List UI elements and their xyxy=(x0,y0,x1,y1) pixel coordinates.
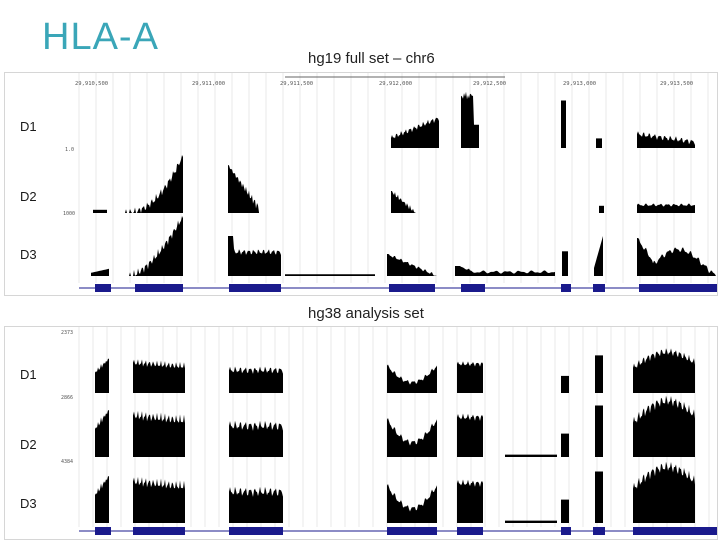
signal-peak xyxy=(455,266,555,276)
signal-peak xyxy=(637,238,717,276)
exon-block xyxy=(389,284,435,292)
signal-peak xyxy=(95,476,109,523)
exon-block xyxy=(461,284,485,292)
ruler-label: 29,911,000 xyxy=(192,81,225,87)
signal-peak xyxy=(633,461,695,523)
ruler-label: 29,912,500 xyxy=(473,81,506,87)
signal-peak xyxy=(505,454,557,457)
signal-peak xyxy=(633,395,695,457)
exon-block xyxy=(133,527,185,535)
hg19-caption: hg19 full set – chr6 xyxy=(308,50,435,67)
signal-peak xyxy=(387,254,437,276)
signal-peak xyxy=(637,131,695,148)
exon-block xyxy=(593,284,605,292)
signal-peak xyxy=(95,410,109,457)
exon-block xyxy=(457,527,483,535)
ruler-label: 29,912,000 xyxy=(379,81,412,87)
exon-block xyxy=(95,527,111,535)
track-scale: 4384 xyxy=(61,459,73,465)
hg19-track-label-d2: D2 xyxy=(20,189,37,204)
signal-peak xyxy=(133,410,185,457)
ruler-label: 29,910,500 xyxy=(75,81,108,87)
signal-peak xyxy=(561,433,569,457)
signal-peak xyxy=(91,268,109,276)
signal-peak xyxy=(595,405,603,457)
signal-peak xyxy=(599,205,604,213)
signal-peak xyxy=(229,420,283,457)
hg38-track-label-d2: D2 xyxy=(20,437,37,452)
signal-peak xyxy=(562,251,568,276)
hg19-tracks: 29,910,500 29,911,000 29,911,500 29,912,000… xyxy=(63,73,717,292)
signal-peak xyxy=(387,418,437,457)
exon-block xyxy=(561,527,571,535)
signal-peak xyxy=(457,413,483,457)
signal-peak xyxy=(125,155,183,213)
signal-peak xyxy=(391,117,439,148)
slide-title: HLA-A xyxy=(42,16,159,58)
signal-peak xyxy=(594,236,603,276)
hg38-tracks: 2373 2866 4384 xyxy=(61,327,717,535)
exon-block xyxy=(95,284,111,292)
signal-peak xyxy=(457,361,483,393)
signal-peak xyxy=(95,358,109,393)
signal-peak xyxy=(229,486,283,523)
exon-block xyxy=(633,527,717,535)
hg38-track-label-d3: D3 xyxy=(20,496,37,511)
ruler-label: 29,913,000 xyxy=(563,81,596,87)
exon-block xyxy=(229,284,281,292)
hg19-browser-panel[interactable]: 29,910,500 29,911,000 29,911,500 29,912,000… xyxy=(4,72,718,296)
exon-block xyxy=(561,284,571,292)
signal-peak xyxy=(595,471,603,523)
hg19-track-label-d3: D3 xyxy=(20,247,37,262)
signal-peak xyxy=(595,355,603,393)
signal-peak xyxy=(505,520,557,523)
track-scale: 1.0 xyxy=(65,147,74,153)
track-scale: 1000 xyxy=(63,211,75,217)
exon-block xyxy=(387,527,437,535)
signal-peak xyxy=(387,364,437,393)
signal-peak xyxy=(561,375,569,393)
signal-peak xyxy=(391,191,416,213)
signal-peak xyxy=(457,479,483,523)
hg38-browser-panel[interactable]: 2373 2866 4384 xyxy=(4,326,718,540)
signal-peak xyxy=(133,476,185,523)
signal-peak xyxy=(228,165,259,213)
signal-peak xyxy=(133,359,185,393)
ruler-label: 29,911,500 xyxy=(280,81,313,87)
signal-peak xyxy=(633,348,695,393)
exon-block xyxy=(135,284,183,292)
exon-block xyxy=(639,284,717,292)
hg38-caption: hg38 analysis set xyxy=(308,305,424,322)
hg38-track-label-d1: D1 xyxy=(20,367,37,382)
hg19-track-label-d1: D1 xyxy=(20,119,37,134)
track-scale: 2866 xyxy=(61,395,73,401)
signal-peak xyxy=(228,236,281,276)
signal-peak xyxy=(285,274,375,276)
signal-peak xyxy=(461,91,479,148)
signal-peak xyxy=(93,209,107,213)
signal-peak xyxy=(387,484,437,523)
signal-peak xyxy=(637,203,695,213)
signal-peak xyxy=(229,366,283,393)
track-scale: 2373 xyxy=(61,330,73,336)
exon-block xyxy=(593,527,605,535)
ruler-label: 29,913,500 xyxy=(660,81,693,87)
signal-peak xyxy=(561,499,569,523)
signal-peak xyxy=(129,216,183,276)
signal-peak xyxy=(561,100,566,148)
signal-peak xyxy=(596,138,602,148)
exon-block xyxy=(229,527,283,535)
